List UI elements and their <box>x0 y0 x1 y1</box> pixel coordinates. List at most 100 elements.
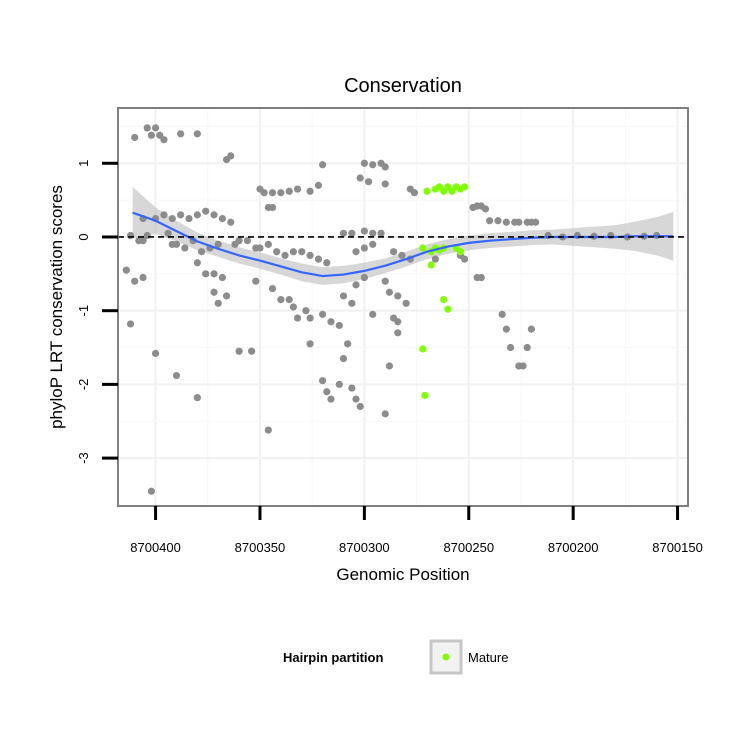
data-point <box>177 211 185 219</box>
data-point <box>486 217 494 225</box>
data-point <box>268 284 277 293</box>
data-point <box>352 248 360 256</box>
data-point <box>256 244 264 252</box>
data-point <box>356 402 364 411</box>
smooth-line-layer <box>132 211 674 278</box>
data-point-mature <box>423 187 431 195</box>
data-point <box>319 161 327 169</box>
data-point <box>523 343 531 352</box>
data-point <box>147 131 156 139</box>
data-point <box>498 310 506 318</box>
data-point <box>193 259 201 267</box>
data-point <box>222 292 231 300</box>
data-point <box>348 384 356 392</box>
data-point <box>277 189 285 197</box>
data-point <box>360 227 368 235</box>
data-point <box>181 244 189 252</box>
data-point <box>218 273 226 282</box>
x-axis-label: Genomic Position <box>336 565 469 584</box>
data-point <box>264 240 272 248</box>
data-point <box>394 329 402 337</box>
data-point <box>319 310 327 318</box>
data-point-mature <box>421 391 429 400</box>
data-point <box>235 347 243 355</box>
y-axis: 1 0 -1 -2 -3 <box>76 160 118 464</box>
data-point <box>339 354 348 363</box>
data-point <box>210 288 218 296</box>
legend: Hairpin partition Mature <box>283 639 508 675</box>
data-point <box>222 155 231 164</box>
data-point <box>177 130 185 138</box>
data-point <box>527 325 536 333</box>
data-point <box>385 362 394 370</box>
data-point <box>360 159 368 167</box>
y-tick-label: -2 <box>76 379 91 391</box>
data-point <box>172 240 181 248</box>
data-point <box>402 299 410 307</box>
data-point <box>506 343 515 352</box>
data-point <box>126 320 135 328</box>
data-point <box>306 314 314 322</box>
data-point <box>243 237 252 245</box>
data-point <box>168 214 176 223</box>
data-point-mature <box>440 296 448 304</box>
data-point <box>281 251 289 260</box>
x-tick-label: 8700300 <box>339 540 390 555</box>
y-axis-label: phyloP LRT conservation scores <box>47 185 66 429</box>
data-point <box>126 231 135 240</box>
data-point <box>160 211 168 219</box>
panel-border <box>117 107 689 507</box>
data-point <box>139 273 147 282</box>
data-point <box>143 231 151 240</box>
data-point <box>369 240 377 248</box>
data-point <box>164 229 172 237</box>
data-point <box>172 371 181 380</box>
data-point <box>273 248 281 256</box>
data-point <box>268 189 277 197</box>
data-point <box>306 340 314 348</box>
data-point <box>348 299 356 307</box>
data-point <box>352 281 360 289</box>
data-point <box>160 136 168 144</box>
data-point <box>335 380 343 388</box>
data-point <box>227 218 235 226</box>
data-point <box>369 229 377 237</box>
data-point <box>364 178 373 186</box>
data-point <box>306 187 314 195</box>
data-point <box>289 248 297 256</box>
data-point <box>327 318 335 326</box>
data-point <box>394 318 402 326</box>
data-point <box>360 273 368 282</box>
legend-title: Hairpin partition <box>283 650 383 665</box>
y-tick-label: -1 <box>76 305 91 317</box>
smooth-ribbon-layer <box>132 186 674 285</box>
data-point <box>214 240 222 248</box>
data-point <box>531 218 540 226</box>
data-point <box>356 174 364 182</box>
data-point <box>515 218 523 226</box>
data-point <box>147 487 156 495</box>
data-point <box>398 251 406 260</box>
data-point-mature <box>419 345 427 353</box>
data-point <box>210 211 218 219</box>
data-point <box>193 394 201 402</box>
data-point <box>494 217 502 225</box>
data-point <box>293 185 302 193</box>
data-point <box>319 377 327 385</box>
x-tick-label: 8700250 <box>443 540 494 555</box>
data-point <box>381 410 389 418</box>
data-point <box>252 277 260 285</box>
data-point <box>202 270 210 278</box>
data-point <box>406 185 414 193</box>
data-point <box>519 362 527 370</box>
data-point <box>151 124 160 132</box>
data-point <box>502 218 510 226</box>
chart-title: Conservation <box>344 75 462 97</box>
data-point <box>285 187 293 195</box>
data-point <box>235 237 243 245</box>
y-tick-label: -3 <box>76 452 91 464</box>
data-point <box>352 395 360 403</box>
data-point <box>381 277 389 285</box>
x-tick-label: 8700200 <box>548 540 599 555</box>
data-point-mature <box>456 248 465 256</box>
